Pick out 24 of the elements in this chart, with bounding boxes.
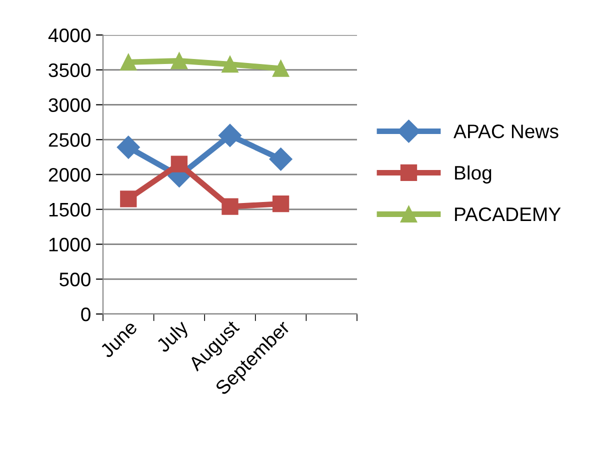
legend-label: PACADEMY [455,207,561,222]
y-tick-label: 3000 [48,98,90,112]
y-tick-label: 2500 [48,133,90,147]
point [272,60,290,77]
point [170,156,188,172]
y-tick-label: 4000 [48,28,90,42]
point [222,198,238,215]
y-tick-label: 1500 [49,202,90,217]
point [269,148,292,171]
y-tick-label: 0 [81,307,90,322]
point [116,136,140,159]
x-tick-label: July [154,318,192,356]
point [222,56,238,73]
point [272,195,290,212]
y-tick-label: 500 [60,272,90,286]
point [218,124,242,147]
y-tick-label: 3500 [48,63,90,78]
point [170,52,188,70]
legend-label: Blog [455,165,492,184]
y-tick-label: 1000 [49,238,90,252]
legend-label: APAC News [454,124,558,138]
y-tick-label: 2000 [48,168,90,182]
point [120,54,137,71]
point [120,190,137,208]
